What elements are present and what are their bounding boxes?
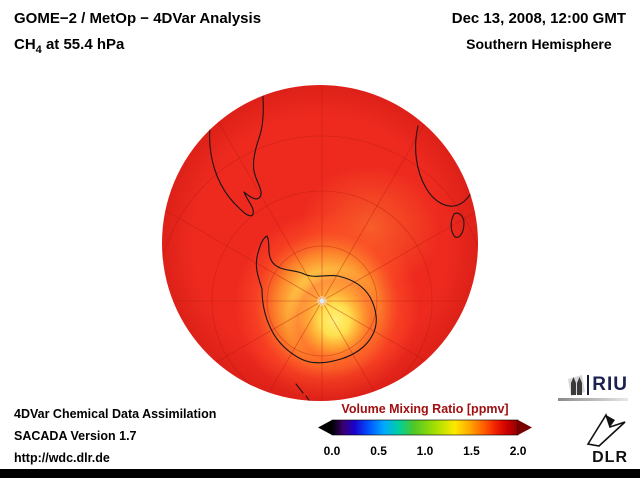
riu-logo: RIU (558, 374, 628, 401)
riu-divider (587, 375, 590, 395)
colorbar-title: Volume Mixing Ratio [ppmv] (341, 402, 509, 416)
website-url: http://wdc.dlr.de (14, 451, 110, 465)
colorbar-tick: 1.5 (463, 444, 480, 458)
cathedral-icon (568, 375, 586, 396)
datetime-label: Dec 13, 2008, 12:00 GMT (451, 10, 626, 27)
colorbar-bar (331, 419, 519, 436)
riu-underline (558, 398, 628, 401)
riu-wordmark: RIU (592, 374, 628, 395)
colorbar-tick: 2.0 (509, 444, 527, 458)
dlr-logo: DLR (584, 412, 628, 467)
limb-shading (162, 85, 478, 401)
dlr-wordmark: DLR (592, 449, 628, 466)
globe-map (155, 78, 485, 408)
footer-credits: 4DVar Chemical Data Assimilation SACADA … (14, 403, 216, 469)
colorbar: Volume Mixing Ratio [ppmv] (318, 402, 532, 459)
figure-title: GOME−2 / MetOp − 4DVar Analysis (14, 10, 262, 27)
ch4-subscript: 4 (35, 44, 42, 56)
species-level-label: CH4 at 55.4 hPa (14, 36, 125, 56)
dlr-bird-icon (586, 413, 626, 447)
colorbar-left-arrow (318, 420, 332, 435)
bottom-black-bar (0, 469, 640, 478)
colorbar-tick: 0.5 (370, 444, 387, 458)
assimilation-label: 4DVar Chemical Data Assimilation (14, 407, 217, 421)
version-label: SACADA Version 1.7 (14, 429, 137, 443)
header-right: Dec 13, 2008, 12:00 GMT Southern Hemisph… (452, 10, 626, 52)
globe-svg (162, 85, 478, 401)
region-label: Southern Hemisphere (466, 36, 612, 52)
colorbar-ticks: 0.0 0.5 1.0 1.5 2.0 (318, 444, 532, 459)
colorbar-tick: 0.0 (323, 444, 341, 458)
colorbar-right-arrow (518, 420, 532, 435)
header-left: GOME−2 / MetOp − 4DVar Analysis CH4 at 5… (14, 10, 261, 56)
colorbar-gradient (318, 419, 532, 436)
colorbar-tick: 1.0 (416, 444, 434, 458)
